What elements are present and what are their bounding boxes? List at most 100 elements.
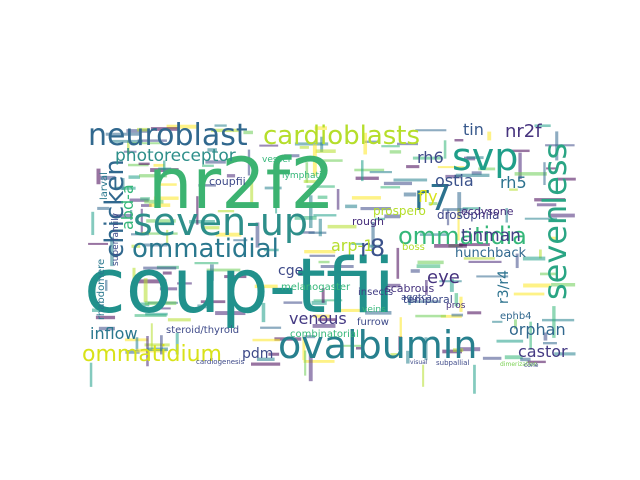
filler-word-mark	[351, 196, 381, 200]
filler-word-mark	[131, 233, 149, 236]
filler-word-mark	[144, 199, 164, 204]
cloud-word: fly	[418, 187, 438, 206]
filler-word-mark	[478, 167, 496, 171]
filler-word-mark	[543, 332, 548, 341]
filler-word-mark	[304, 335, 316, 339]
filler-word-mark	[549, 236, 558, 241]
filler-word-mark	[299, 146, 309, 149]
cloud-word: rh6	[417, 148, 444, 167]
cloud-word: visual	[410, 359, 428, 366]
filler-word-mark	[543, 162, 546, 185]
filler-word-mark	[354, 168, 385, 172]
filler-word-mark	[143, 266, 177, 270]
filler-word-mark	[143, 278, 148, 303]
cloud-word: tinman	[461, 226, 521, 246]
filler-word-mark	[130, 210, 133, 221]
filler-word-mark	[146, 336, 149, 367]
filler-word-mark	[141, 204, 152, 207]
filler-word-mark	[540, 272, 557, 276]
filler-word-mark	[428, 202, 438, 206]
cloud-word: rh5	[500, 173, 527, 192]
filler-word-mark	[318, 318, 337, 322]
filler-word-mark	[110, 236, 114, 267]
cloud-word: furrow	[357, 317, 389, 328]
filler-word-mark	[250, 180, 254, 208]
filler-word-mark	[145, 312, 168, 316]
filler-word-mark	[511, 149, 530, 153]
filler-word-mark	[254, 284, 278, 289]
filler-word-mark	[144, 343, 170, 347]
filler-word-mark	[443, 140, 447, 159]
filler-word-mark	[214, 124, 227, 127]
filler-word-mark	[207, 148, 217, 152]
filler-word-mark	[210, 264, 214, 281]
cloud-word: tin	[463, 120, 484, 139]
filler-word-mark	[100, 175, 116, 180]
cloud-word: coup-tfii	[84, 241, 395, 330]
filler-word-mark	[317, 195, 328, 199]
filler-word-mark	[468, 260, 502, 264]
filler-word-mark	[543, 342, 557, 345]
cloud-word: svp	[452, 135, 518, 179]
cloud-word: ovalbumin	[278, 323, 477, 367]
filler-word-mark	[396, 247, 400, 279]
cloud-word: cardioblasts	[263, 121, 420, 151]
cloud-word: ostia	[435, 171, 474, 190]
filler-word-mark	[109, 139, 143, 143]
filler-word-mark	[252, 338, 280, 342]
cloud-word: r7	[414, 178, 452, 219]
cloud-word: prospero	[373, 204, 426, 218]
filler-word-mark	[155, 183, 177, 186]
cloud-word: arp-1	[331, 236, 374, 255]
filler-word-mark	[407, 300, 440, 303]
filler-word-mark	[369, 171, 392, 174]
filler-word-mark	[546, 167, 558, 170]
filler-word-mark	[306, 185, 335, 188]
filler-word-mark	[351, 242, 364, 246]
filler-word-mark	[415, 129, 447, 132]
filler-word-mark	[309, 254, 336, 257]
filler-word-mark	[327, 224, 357, 229]
filler-word-mark	[177, 282, 192, 285]
filler-word-mark	[504, 355, 523, 360]
filler-word-mark	[514, 319, 517, 330]
filler-word-mark	[419, 233, 447, 236]
filler-word-mark	[146, 219, 176, 223]
filler-word-mark	[453, 348, 464, 352]
filler-word-mark	[137, 139, 167, 142]
filler-word-mark	[443, 208, 468, 211]
cloud-word: nr2f2	[148, 143, 335, 225]
filler-word-mark	[518, 152, 522, 180]
cloud-word: orphan	[509, 320, 566, 339]
filler-word-mark	[555, 131, 559, 161]
filler-word-mark	[515, 253, 519, 269]
filler-word-mark	[131, 244, 141, 248]
filler-word-mark	[89, 362, 93, 387]
filler-word-mark	[132, 267, 136, 285]
filler-word-mark	[371, 222, 375, 250]
filler-word-mark	[393, 178, 428, 182]
cloud-word: abd-a	[118, 184, 137, 230]
filler-word-mark	[150, 323, 153, 349]
filler-word-mark	[380, 186, 401, 189]
filler-word-mark	[360, 207, 391, 211]
filler-word-mark	[338, 308, 364, 312]
filler-word-mark	[309, 195, 313, 229]
filler-word-mark	[424, 337, 428, 361]
filler-word-mark	[112, 214, 133, 218]
filler-word-mark	[534, 124, 551, 128]
filler-word-mark	[442, 349, 462, 354]
cloud-word: pdm	[242, 346, 273, 362]
filler-word-mark	[140, 208, 143, 236]
filler-word-mark	[449, 279, 454, 292]
cloud-word: venous	[289, 309, 347, 328]
cloud-word: nr2f	[505, 121, 542, 142]
filler-word-mark	[364, 140, 380, 143]
filler-word-mark	[312, 324, 336, 328]
filler-word-mark	[321, 288, 325, 303]
cloud-word: ecdysone	[461, 205, 514, 218]
filler-word-mark	[294, 142, 329, 146]
cloud-word: ommatidium	[82, 342, 222, 367]
filler-word-mark	[203, 226, 220, 230]
filler-word-mark	[215, 232, 242, 237]
